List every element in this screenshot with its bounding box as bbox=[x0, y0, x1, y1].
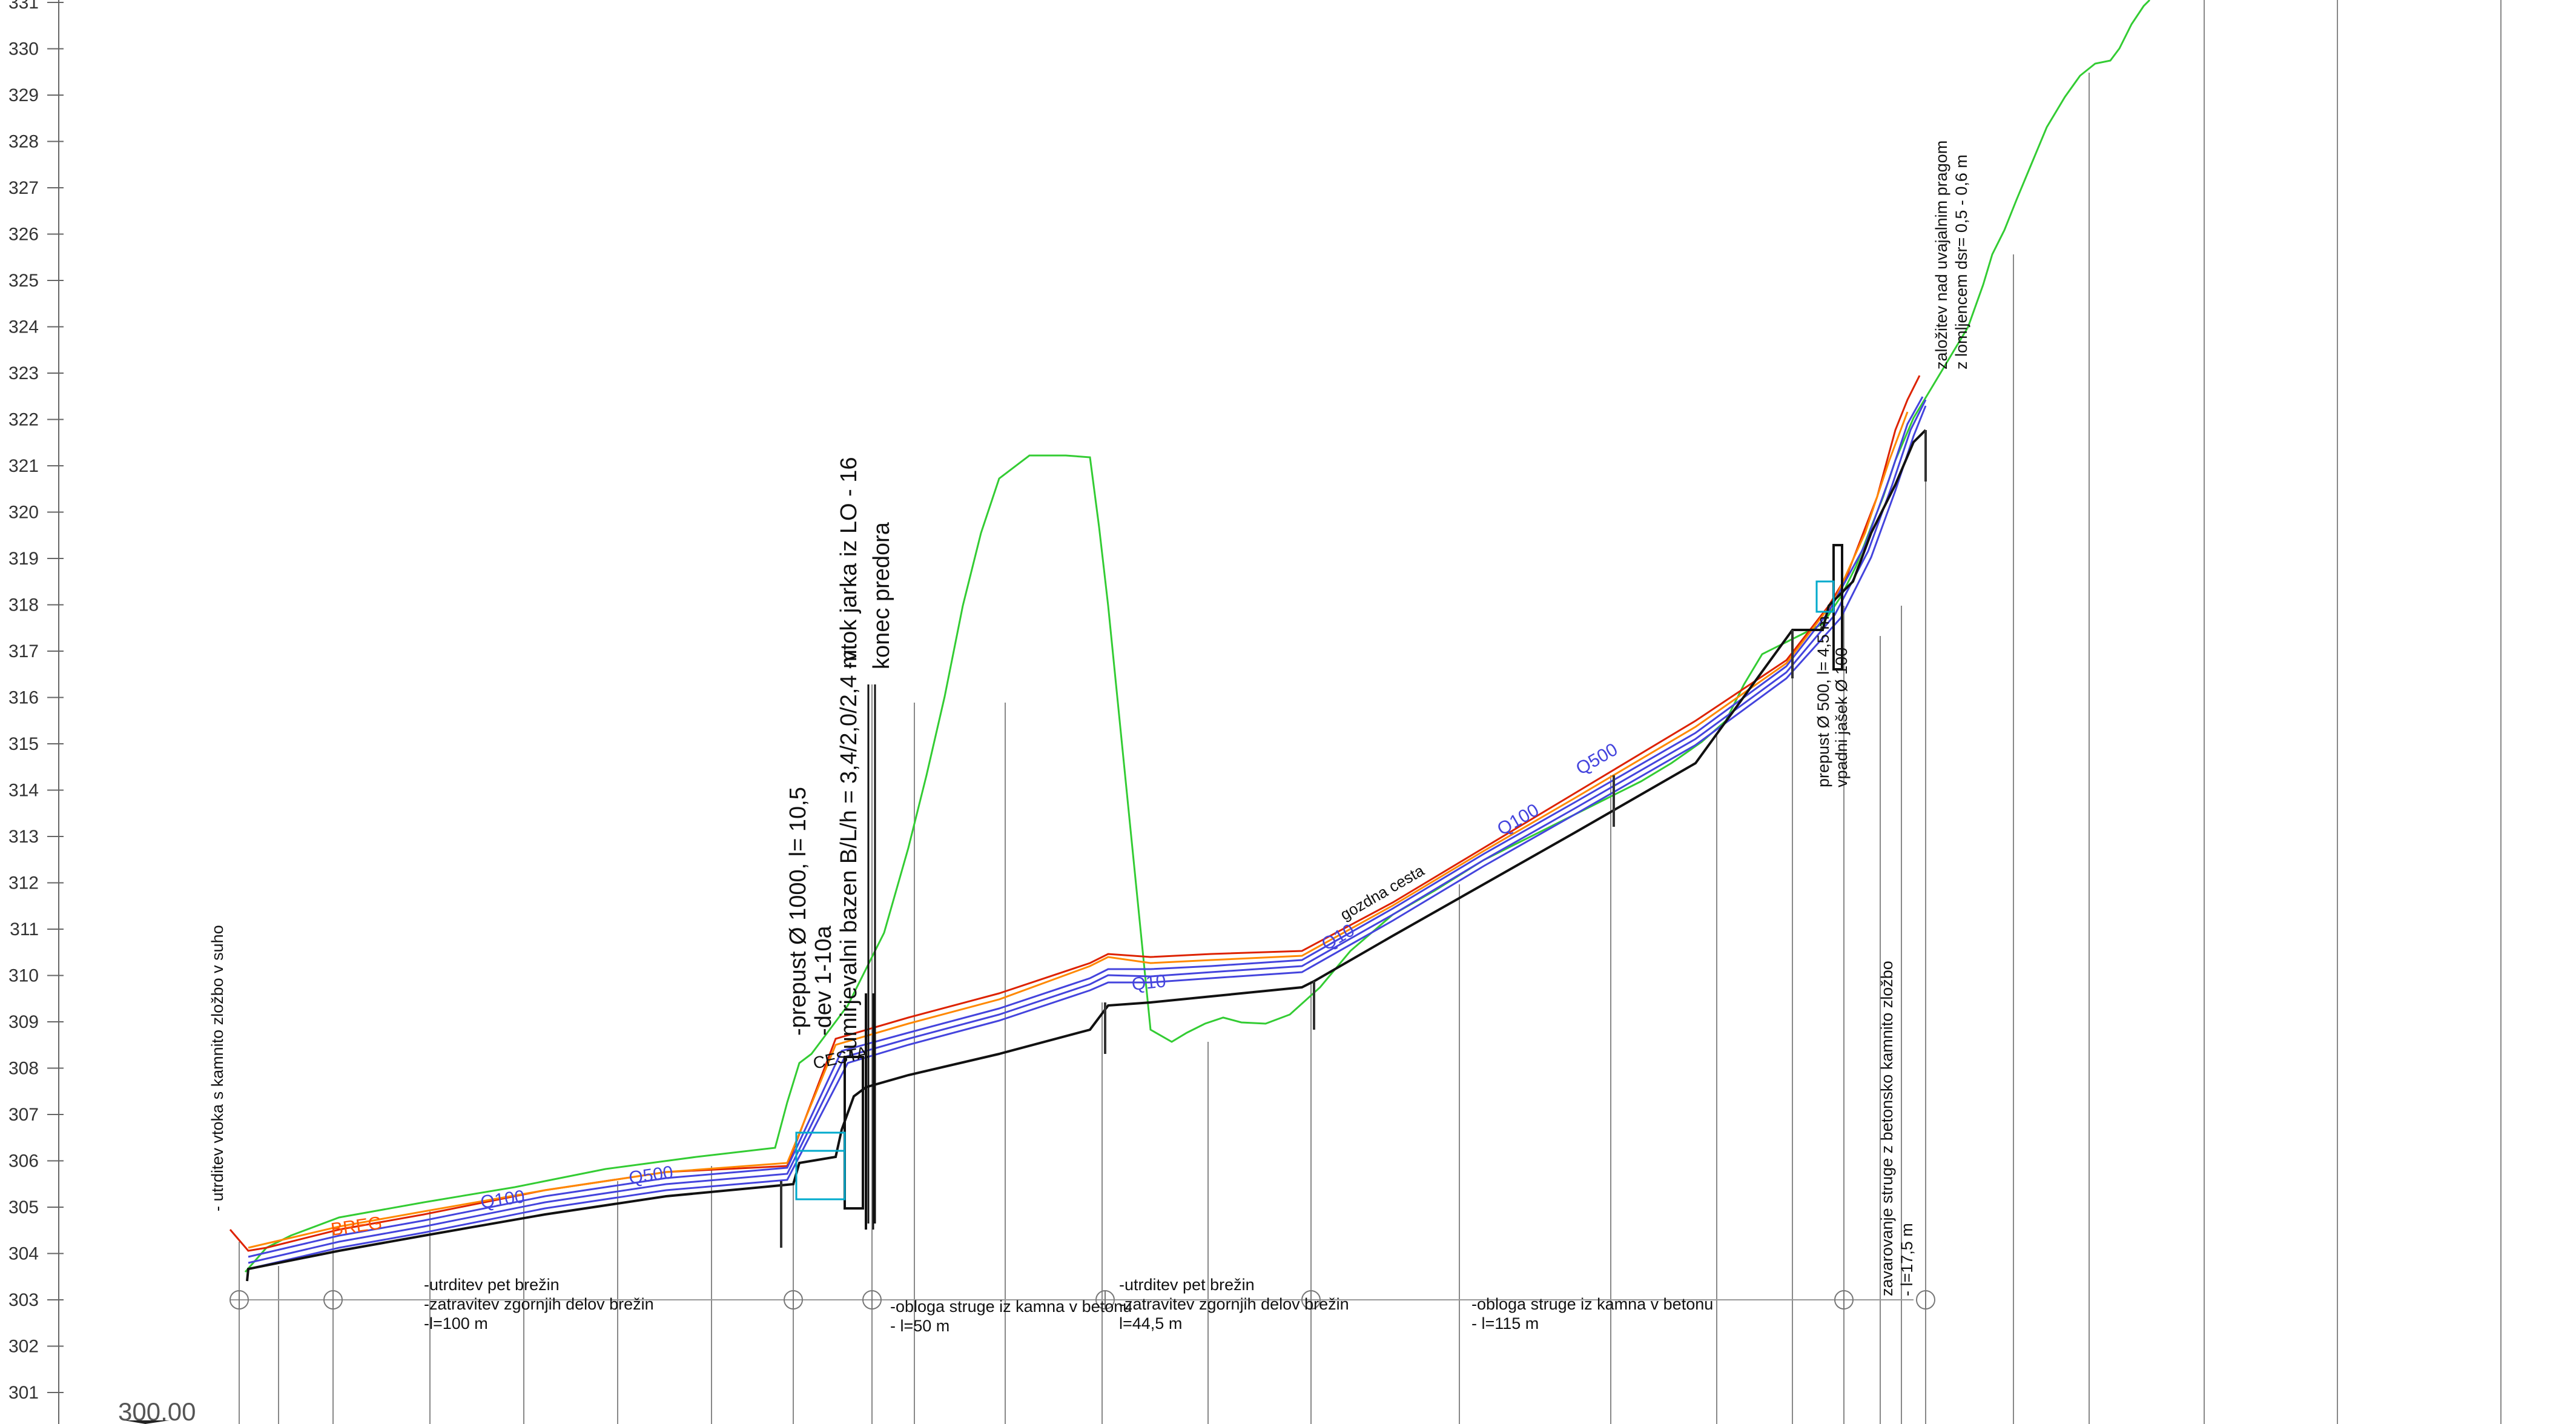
axis-tick-label: 329 bbox=[8, 85, 39, 105]
note-line: konec predora bbox=[869, 522, 894, 669]
datum-label: 300.00 bbox=[118, 1397, 196, 1424]
section-note-3: -utrditev pet brežin -zatravitev zgornji… bbox=[1119, 1276, 1349, 1333]
culvert-structure-2 bbox=[1815, 544, 1843, 671]
axis-tick-label: 320 bbox=[8, 503, 39, 523]
station-marker bbox=[1095, 1290, 1115, 1310]
water-level-label: Q500 bbox=[1573, 740, 1621, 779]
note-line: -prepust Ø 1000, l= 10,5 bbox=[785, 787, 811, 1036]
section-note-2: -obloga struge iz kamna v betonu - l=50 … bbox=[890, 1297, 1132, 1335]
axis-tick-label: 301 bbox=[8, 1383, 39, 1403]
structure-piles bbox=[780, 430, 1927, 1248]
axis-tick-label: 311 bbox=[10, 919, 39, 939]
axis-tick-label: 328 bbox=[8, 132, 39, 152]
protection-note: zavarovanje struge z betonsko kamnito zl… bbox=[1878, 961, 1916, 1296]
axis-tick-label: 318 bbox=[8, 595, 39, 615]
terrain-line bbox=[244, 0, 2151, 1273]
datum-marker: 300.00 bbox=[118, 1397, 196, 1424]
station-marker bbox=[1834, 1290, 1854, 1310]
axis-tick-label: 330 bbox=[8, 39, 39, 59]
axis-tick-label: 309 bbox=[8, 1012, 39, 1032]
water-level-labels: Q500 Q100 Q10 Q100 Q500 Q10 BREG bbox=[329, 740, 1621, 1240]
axis-tick-label: 331 bbox=[8, 0, 39, 13]
note-line: -utrditev pet brežin bbox=[424, 1276, 560, 1294]
axis-tick-label: 304 bbox=[8, 1244, 39, 1264]
station-marker bbox=[323, 1290, 343, 1310]
note-line: -vtok jarka iz LO - 16 bbox=[836, 457, 862, 669]
orange-line bbox=[248, 411, 1909, 1249]
axis-tick-label: 306 bbox=[8, 1151, 39, 1171]
section-note-1: -utrditev pet brežin -zatravitev zgornji… bbox=[424, 1276, 654, 1333]
axis-tick-label: 325 bbox=[8, 271, 39, 291]
note-line: - l=17,5 m bbox=[1898, 1223, 1916, 1296]
inlet-note: -vtok jarka iz LO - 16 konec predora bbox=[836, 457, 894, 669]
station-markers bbox=[230, 1290, 1935, 1310]
axis-tick-label: 316 bbox=[8, 688, 39, 708]
station-marker bbox=[862, 1290, 882, 1310]
section-note-4: -obloga struge iz kamna v betonu - l=115… bbox=[1471, 1295, 1713, 1333]
note-inlet-reinforcement: - utrditev vtoka s kamnito zložbo v suho bbox=[208, 925, 226, 1211]
axis-tick-label: 313 bbox=[8, 827, 39, 847]
axis-tick-label: 307 bbox=[8, 1105, 39, 1125]
water-level-label: Q100 bbox=[479, 1187, 526, 1213]
axis-tick-label: 322 bbox=[8, 410, 39, 430]
note-line: -obloga struge iz kamna v betonu bbox=[1471, 1295, 1713, 1313]
note-line: -dev 1-10a bbox=[811, 925, 836, 1036]
note-line: -l=100 m bbox=[424, 1314, 488, 1333]
culvert-note: -prepust Ø 1000, l= 10,5 -dev 1-10a -umi… bbox=[785, 649, 862, 1057]
axis-tick-label: 326 bbox=[8, 225, 39, 245]
axis-tick-label: 323 bbox=[8, 363, 39, 383]
elevation-axis: 301 302 303 304 305 306 307 308 309 310 311 312 313 3… bbox=[8, 0, 64, 1424]
note-line: - l=115 m bbox=[1471, 1314, 1539, 1333]
station-marker bbox=[1301, 1290, 1321, 1310]
note-line: -zatravitev zgornjih delov brežin bbox=[424, 1295, 654, 1313]
note-line: - l=50 m bbox=[890, 1317, 949, 1335]
note-line: založitev nad uvajalnim pragom bbox=[1932, 141, 1950, 369]
axis-tick-label: 319 bbox=[8, 549, 39, 569]
note-line: prepust Ø 500, l= 4,5 m bbox=[1814, 616, 1832, 787]
note-line: -obloga struge iz kamna v betonu bbox=[890, 1297, 1132, 1316]
water-level-label: Q10 bbox=[1131, 971, 1167, 995]
station-marker bbox=[230, 1290, 249, 1310]
culvert-structure bbox=[795, 993, 874, 1230]
axis-tick-label: 308 bbox=[8, 1059, 39, 1079]
axis-tick-label: 327 bbox=[8, 178, 39, 198]
note-line: z lomljencem dsr= 0,5 - 0,6 m bbox=[1952, 154, 1970, 369]
station-marker bbox=[784, 1290, 803, 1310]
flood-line bbox=[229, 375, 1921, 1252]
axis-tick-label: 302 bbox=[8, 1337, 39, 1357]
axis-tick-label: 314 bbox=[8, 781, 39, 801]
axis-tick-label: 312 bbox=[8, 873, 39, 893]
channel-bed-line bbox=[246, 429, 1927, 1282]
sill-note: založitev nad uvajalnim pragom z lomljen… bbox=[1932, 141, 1970, 369]
axis-tick-label: 315 bbox=[8, 734, 39, 754]
axis-tick-label: 317 bbox=[8, 641, 39, 661]
note-line: -umirjevalni bazen B/L/h = 3,4/2,0/2,4 m bbox=[836, 649, 862, 1057]
culvert-note-2: prepust Ø 500, l= 4,5 m vpadni jašek Ø 1… bbox=[1814, 616, 1851, 787]
note-line: -zatravitev zgornjih delov brežin bbox=[1119, 1295, 1349, 1313]
water-level-lines bbox=[248, 396, 1927, 1270]
axis-tick-label: 310 bbox=[8, 966, 39, 986]
note-line: vpadni jašek Ø 100 bbox=[1832, 647, 1851, 787]
note-line: zavarovanje struge z betonsko kamnito zl… bbox=[1878, 961, 1896, 1296]
axis-tick-label: 321 bbox=[8, 456, 39, 476]
note-line: l=44,5 m bbox=[1119, 1314, 1182, 1333]
axis-tick-label: 305 bbox=[8, 1197, 39, 1217]
structure-markers bbox=[867, 684, 876, 1224]
station-marker bbox=[1916, 1290, 1935, 1310]
note-line: -utrditev pet brežin bbox=[1119, 1276, 1255, 1294]
axis-tick-label: 324 bbox=[8, 317, 39, 337]
axis-tick-label: 303 bbox=[8, 1290, 39, 1310]
